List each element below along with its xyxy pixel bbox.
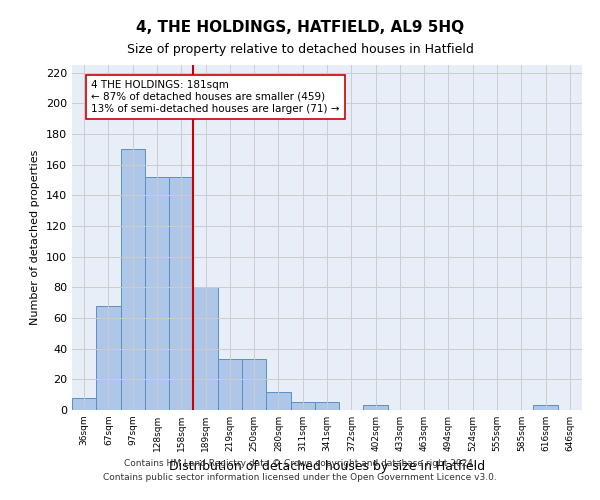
Text: Size of property relative to detached houses in Hatfield: Size of property relative to detached ho… (127, 42, 473, 56)
Y-axis label: Number of detached properties: Number of detached properties (31, 150, 40, 325)
Text: 4 THE HOLDINGS: 181sqm
← 87% of detached houses are smaller (459)
13% of semi-de: 4 THE HOLDINGS: 181sqm ← 87% of detached… (91, 80, 340, 114)
Bar (290, 402, 315, 410)
Bar (193, 288, 218, 410)
Bar (315, 402, 339, 410)
Bar (121, 150, 145, 410)
Bar (266, 392, 290, 410)
Bar (364, 406, 388, 410)
Text: Contains HM Land Registry data © Crown copyright and database right 2024.: Contains HM Land Registry data © Crown c… (124, 459, 476, 468)
Text: Contains public sector information licensed under the Open Government Licence v3: Contains public sector information licen… (103, 473, 497, 482)
Bar (145, 177, 169, 410)
Bar (72, 398, 96, 410)
Bar (533, 406, 558, 410)
Bar (169, 177, 193, 410)
Bar (218, 360, 242, 410)
Bar (96, 306, 121, 410)
X-axis label: Distribution of detached houses by size in Hatfield: Distribution of detached houses by size … (169, 460, 485, 472)
Text: 4, THE HOLDINGS, HATFIELD, AL9 5HQ: 4, THE HOLDINGS, HATFIELD, AL9 5HQ (136, 20, 464, 35)
Bar (242, 360, 266, 410)
